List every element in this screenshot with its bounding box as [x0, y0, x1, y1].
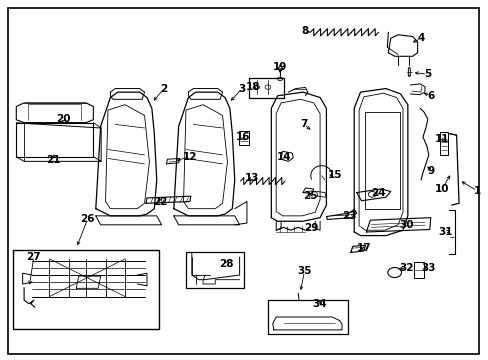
- Text: 7: 7: [300, 120, 307, 129]
- Text: 3: 3: [238, 84, 245, 94]
- Text: 8: 8: [301, 26, 308, 36]
- Text: 27: 27: [26, 252, 41, 262]
- Text: 32: 32: [398, 263, 413, 273]
- Text: 1: 1: [472, 186, 480, 196]
- Bar: [185, 252, 244, 288]
- Text: 14: 14: [277, 152, 291, 162]
- Text: 20: 20: [56, 114, 70, 124]
- Bar: [13, 250, 159, 329]
- Text: 25: 25: [303, 191, 317, 201]
- Text: 5: 5: [423, 69, 430, 79]
- Text: 31: 31: [437, 227, 452, 237]
- Text: 9: 9: [427, 166, 433, 176]
- Text: 11: 11: [434, 134, 448, 144]
- Text: 4: 4: [416, 33, 424, 43]
- Bar: [365, 112, 399, 209]
- Bar: [267, 300, 347, 334]
- Text: 15: 15: [327, 170, 341, 180]
- Text: 12: 12: [182, 152, 197, 162]
- Text: 33: 33: [421, 263, 435, 273]
- Bar: [249, 78, 284, 98]
- Text: 18: 18: [245, 82, 260, 92]
- Text: 29: 29: [304, 224, 318, 233]
- Text: 17: 17: [356, 243, 370, 253]
- Text: 35: 35: [297, 266, 311, 276]
- Text: 24: 24: [370, 188, 385, 198]
- Text: 34: 34: [312, 299, 327, 309]
- Text: 26: 26: [80, 215, 95, 224]
- Text: 23: 23: [342, 211, 356, 221]
- Text: 30: 30: [398, 220, 413, 230]
- Text: 19: 19: [272, 62, 286, 72]
- Text: 28: 28: [218, 259, 233, 269]
- Text: 2: 2: [160, 84, 167, 94]
- Text: 22: 22: [153, 197, 167, 207]
- Text: 10: 10: [434, 184, 448, 194]
- Text: 13: 13: [244, 173, 259, 183]
- Text: 6: 6: [427, 91, 433, 101]
- Text: 21: 21: [46, 155, 61, 165]
- Text: 16: 16: [235, 132, 250, 142]
